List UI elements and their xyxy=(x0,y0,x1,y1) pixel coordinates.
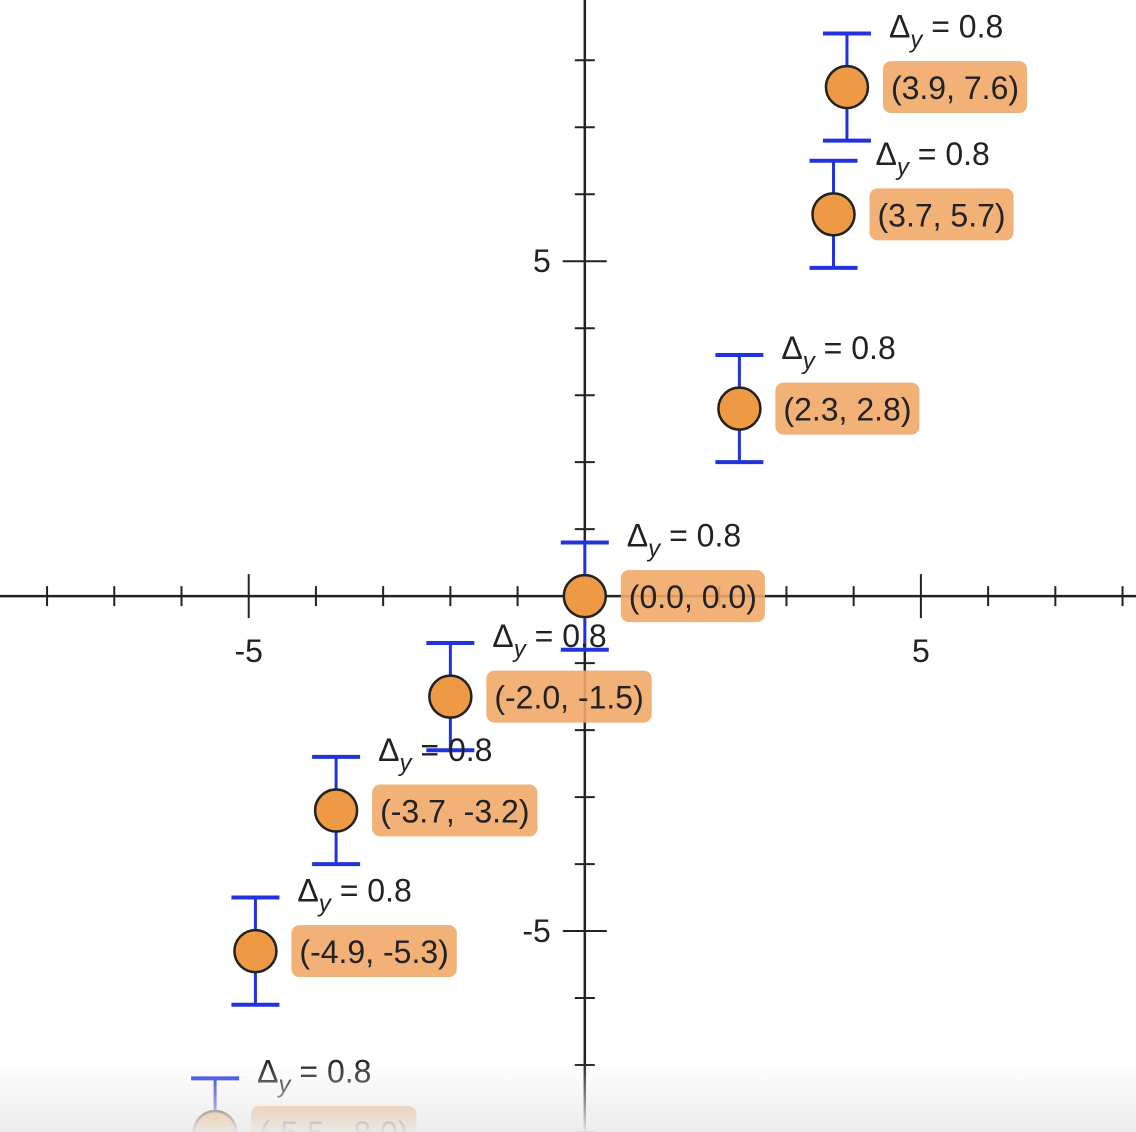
data-point-group: Δy = 0.8 (2.3, 2.8) xyxy=(715,330,920,465)
point-label-background xyxy=(486,670,652,723)
data-point-group: Δy = 0.8 (0.0, 0.0) xyxy=(560,518,765,652)
data-point xyxy=(717,386,762,431)
point-label-background xyxy=(869,188,1014,241)
point-label: (3.9, 7.6) xyxy=(891,70,1019,106)
point-label: (-5.5, -8.0) xyxy=(259,1115,408,1132)
data-point-group: Δy = 0.8 (-3.7, -3.2) xyxy=(312,732,538,867)
error-label: Δy = 0.8 xyxy=(627,518,741,563)
error-label: Δy = 0.8 xyxy=(876,136,990,181)
data-point-group: Δy = 0.8 (3.9, 7.6) xyxy=(822,8,1028,143)
data-point-group: Δy = 0.8 (-4.9, -5.3) xyxy=(231,873,457,1007)
error-label: Δy = 0.8 xyxy=(378,732,492,777)
point-label: (0.0, 0.0) xyxy=(629,579,757,615)
data-point-group: Δy = 0.8 (-5.5, -8.0) xyxy=(191,1053,417,1132)
data-series: Δy = 0.8(3.9, 7.6)Δy = 0.8(3.7, 5.7)Δy =… xyxy=(191,8,1028,1132)
point-label-background xyxy=(882,61,1028,114)
data-point-group: Δy = 0.8 (-2.0, -1.5) xyxy=(426,618,652,753)
error-label: Δy = 0.8 xyxy=(257,1053,371,1098)
point-label-background xyxy=(372,784,538,837)
error-label: Δy = 0.8 xyxy=(781,330,895,375)
point-label: (2.3, 2.8) xyxy=(783,392,911,428)
data-point xyxy=(811,192,856,237)
point-label: (-4.9, -5.3) xyxy=(299,934,448,970)
data-point-group: Δy = 0.8 (3.7, 5.7) xyxy=(809,136,1014,270)
data-point xyxy=(824,64,870,110)
data-point xyxy=(428,674,473,719)
data-point xyxy=(192,1109,238,1132)
point-label-background xyxy=(775,382,920,435)
error-label: Δy = 0.8 xyxy=(297,873,411,918)
error-label: Δy = 0.8 xyxy=(492,618,606,663)
error-label: Δy = 0.8 xyxy=(889,8,1003,53)
x-tick-label: -5 xyxy=(234,633,262,669)
point-label-background xyxy=(620,570,765,623)
x-tick-label: 5 xyxy=(912,633,930,669)
point-label-background xyxy=(291,925,457,978)
data-point xyxy=(233,928,278,974)
point-label: (3.7, 5.7) xyxy=(878,197,1006,233)
data-point xyxy=(313,788,359,833)
point-label: (-2.0, -1.5) xyxy=(494,680,643,716)
data-point xyxy=(562,573,608,619)
point-label: (-3.7, -3.2) xyxy=(380,793,529,829)
y-tick-label: -5 xyxy=(522,913,550,949)
y-tick-label: 5 xyxy=(533,243,551,279)
